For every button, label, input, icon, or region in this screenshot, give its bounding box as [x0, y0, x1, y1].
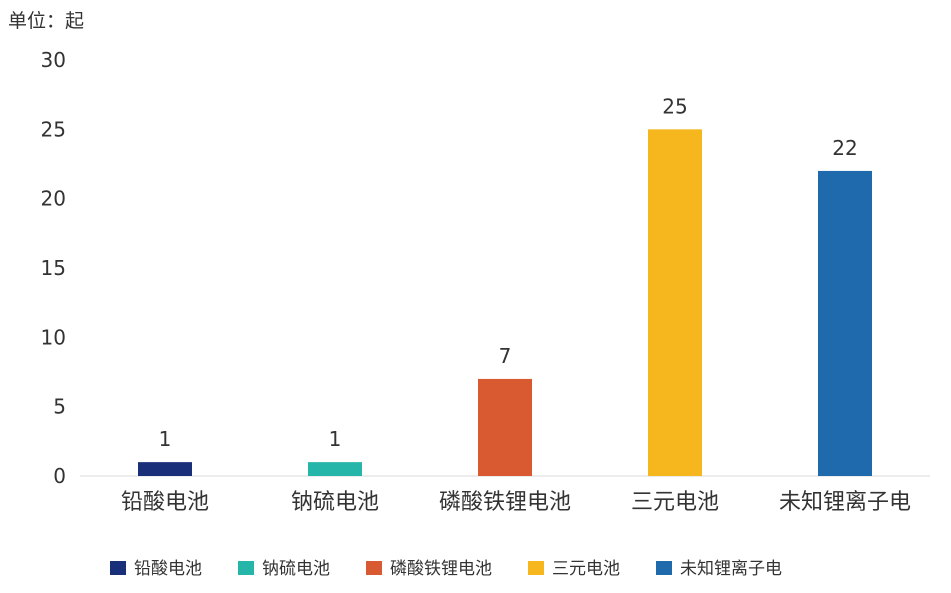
y-tick-label: 15	[41, 256, 66, 280]
legend-swatch	[528, 561, 544, 575]
x-tick-label: 钠硫电池	[291, 490, 379, 515]
x-tick-label: 未知锂离子电	[779, 490, 911, 515]
x-axis: 铅酸电池 钠硫电池 磷酸铁锂电池 三元电池 未知锂离子电	[121, 490, 911, 515]
y-tick-label: 10	[41, 325, 66, 349]
data-label: 1	[329, 427, 342, 451]
legend-swatch	[110, 561, 126, 575]
y-tick-label: 0	[53, 464, 66, 488]
legend-label: 铅酸电池	[134, 559, 202, 579]
legend-label: 钠硫电池	[262, 559, 330, 579]
y-tick-label: 20	[41, 187, 66, 211]
y-tick-label: 25	[41, 117, 66, 141]
bar-4	[818, 170, 872, 476]
x-tick-label: 磷酸铁锂电池	[439, 490, 571, 515]
y-tick-label: 5	[53, 395, 66, 419]
bar-1	[308, 462, 362, 476]
bar-2	[478, 378, 532, 476]
x-tick-label: 三元电池	[631, 490, 719, 515]
legend: 铅酸电池 钠硫电池 磷酸铁锂电池 三元电池 未知锂离子电	[110, 559, 782, 579]
legend-swatch	[238, 561, 254, 575]
legend-swatch	[366, 561, 382, 575]
data-label: 25	[662, 94, 687, 118]
unit-label: 单位：起	[8, 10, 84, 32]
data-label: 7	[499, 344, 512, 368]
legend-label: 磷酸铁锂电池	[390, 559, 492, 579]
y-axis: 0 5 10 15 20 25 30	[41, 48, 66, 488]
bar-0	[138, 462, 192, 476]
data-label: 22	[832, 136, 857, 160]
legend-label: 未知锂离子电	[680, 559, 782, 579]
data-labels: 1 1 7 25 22	[159, 94, 858, 451]
legend-swatch	[656, 561, 672, 575]
x-tick-label: 铅酸电池	[121, 490, 209, 515]
legend-label: 三元电池	[552, 559, 620, 579]
bars	[138, 129, 872, 477]
data-label: 1	[159, 427, 172, 451]
y-tick-label: 30	[41, 48, 66, 72]
bar-3	[648, 129, 702, 477]
